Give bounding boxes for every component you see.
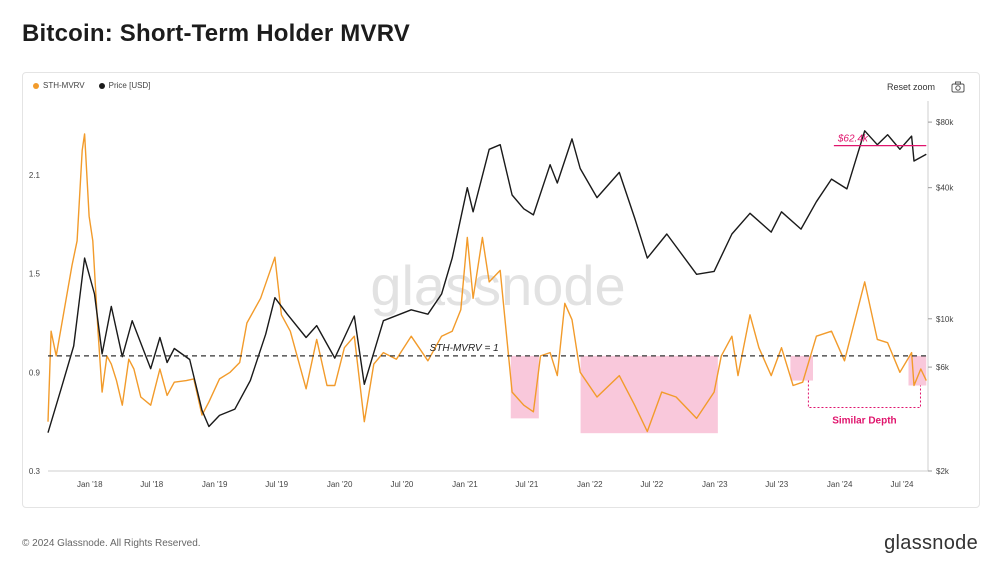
x-tick-label: Jan '19 — [202, 480, 228, 489]
y-right-tick-label: $40k — [936, 184, 954, 193]
y-right-tick-label: $6k — [936, 363, 950, 372]
series-line-price — [47, 130, 927, 433]
highlight-region-0 — [510, 355, 539, 419]
x-tick-label: Jan '20 — [327, 480, 353, 489]
watermark: glassnode — [370, 254, 625, 317]
legend-dot-sth-mvrv — [33, 82, 39, 89]
chart-svg: glassnode STH-MVRV = 1 $62.4k Similar Depth… — [29, 101, 954, 489]
y-right-tick-label: $80k — [936, 118, 954, 127]
x-tick-label: Jul '21 — [515, 480, 538, 489]
x-tick-label: Jul '19 — [265, 480, 288, 489]
chart-panel: STH-MVRV Price [USD] Reset zoom glassnod… — [22, 72, 980, 508]
y-left-tick-label: 0.3 — [29, 467, 41, 476]
highlight-region-1 — [580, 355, 718, 434]
x-tick-label: Jan '23 — [702, 480, 728, 489]
y-right-tick-label: $2k — [936, 467, 950, 476]
x-tick-label: Jul '20 — [390, 480, 413, 489]
y-left-tick-label: 2.1 — [29, 171, 41, 180]
legend-item-sth-mvrv[interactable]: STH-MVRV — [33, 81, 85, 90]
y-right-tick-label: $10k — [936, 315, 954, 324]
camera-icon[interactable] — [951, 81, 965, 93]
similar-depth-bracket — [807, 380, 921, 408]
y-left-tick-label: 1.5 — [29, 270, 41, 279]
brand-logo: glassnode — [884, 532, 978, 554]
reset-zoom-button[interactable]: Reset zoom — [886, 82, 935, 92]
reference-line-label: STH-MVRV = 1 — [430, 343, 499, 354]
legend-label-price: Price [USD] — [108, 81, 151, 90]
x-tick-label: Jul '22 — [640, 480, 663, 489]
similar-depth-label: Similar Depth — [832, 415, 896, 426]
x-tick-label: Jan '21 — [452, 480, 478, 489]
x-tick-label: Jan '22 — [577, 480, 603, 489]
legend-label-sth-mvrv: STH-MVRV — [43, 81, 85, 90]
highlight-region-2 — [790, 355, 813, 381]
legend-item-price[interactable]: Price [USD] — [98, 81, 151, 90]
price-level-label: $62.4k — [837, 134, 869, 145]
series-line-sth-mvrv — [47, 133, 927, 433]
page-title: Bitcoin: Short-Term Holder MVRV — [22, 20, 410, 47]
copyright: © 2024 Glassnode. All Rights Reserved. — [22, 538, 201, 549]
legend-dot-price — [98, 82, 105, 89]
legend: STH-MVRV Price [USD] — [33, 81, 150, 90]
x-tick-label: Jul '24 — [891, 480, 914, 489]
x-tick-label: Jul '23 — [765, 480, 788, 489]
x-tick-label: Jul '18 — [140, 480, 163, 489]
x-tick-label: Jan '18 — [77, 480, 103, 489]
highlight-region-3 — [908, 355, 927, 386]
x-tick-label: Jan '24 — [827, 480, 853, 489]
y-left-tick-label: 0.9 — [29, 368, 41, 377]
